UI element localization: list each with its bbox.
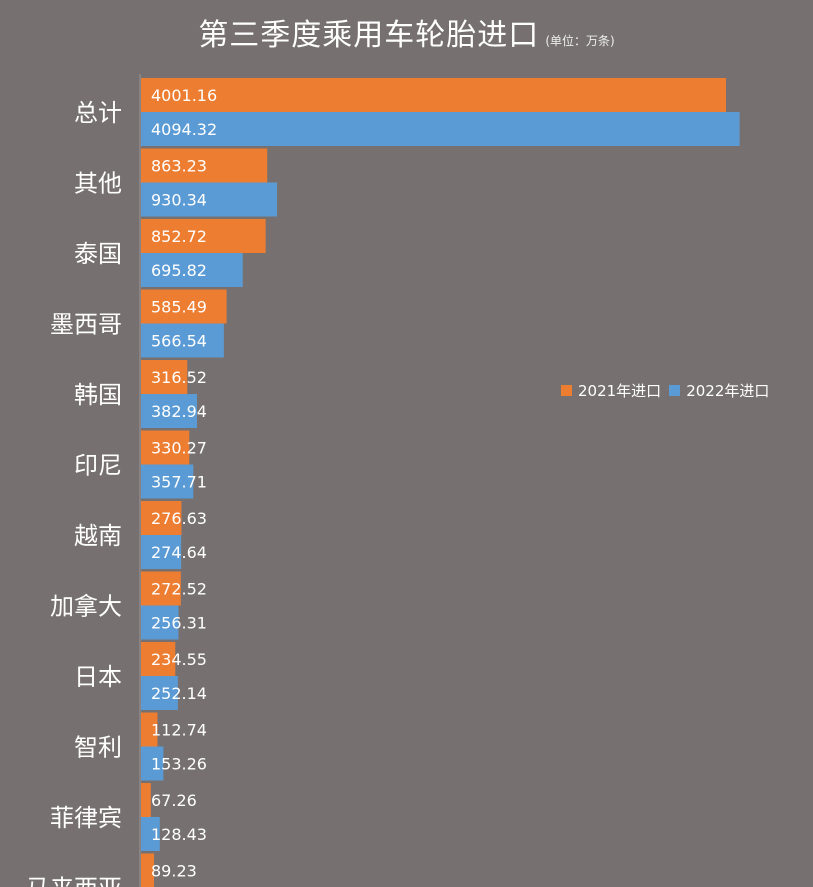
legend-label-2022: 2022年进口 <box>686 382 770 400</box>
category-label: 菲律宾 <box>50 804 122 832</box>
bar-2021 <box>141 712 158 747</box>
chart-unit: (单位：万条) <box>545 34 615 48</box>
data-label: 695.82 <box>151 261 207 280</box>
category-label: 韩国 <box>74 381 122 409</box>
data-label: 585.49 <box>151 298 207 317</box>
bar-2022 <box>141 817 160 851</box>
bar-2021 <box>141 219 266 253</box>
bar-2021 <box>141 360 188 394</box>
data-label: 89.23 <box>151 862 197 881</box>
category-label: 泰国 <box>74 240 122 268</box>
bar-2022 <box>141 394 197 428</box>
bar-2021 <box>141 571 181 606</box>
data-label: 153.26 <box>151 755 207 774</box>
category-label: 印尼 <box>74 452 122 480</box>
bar-2021 <box>141 783 151 817</box>
bar-2022 <box>141 605 179 640</box>
bar-2022 <box>141 464 194 499</box>
category-label: 总计 <box>74 99 122 127</box>
legend-item-2022: 2022年进口 <box>669 380 769 401</box>
data-label: 67.26 <box>151 791 197 810</box>
data-label: 330.27 <box>151 439 207 458</box>
data-label: 274.64 <box>151 543 207 562</box>
bar-2021 <box>141 501 182 535</box>
data-label: 316.52 <box>151 368 207 387</box>
data-label: 382.94 <box>151 402 207 421</box>
category-label: 其他 <box>74 170 122 198</box>
category-label: 日本 <box>74 663 122 691</box>
legend-item-2021: 2021年进口 <box>561 380 661 401</box>
category-label: 智利 <box>74 734 122 762</box>
bar-2022 <box>141 323 224 358</box>
data-label: 272.52 <box>151 580 207 599</box>
legend-label-2021: 2021年进口 <box>578 382 662 400</box>
data-label: 863.23 <box>151 157 207 176</box>
data-label: 4001.16 <box>151 86 217 105</box>
category-label: 越南 <box>74 522 122 550</box>
bar-2021 <box>141 430 190 465</box>
bar-2021 <box>141 642 176 676</box>
bar-2021 <box>141 78 726 112</box>
data-label: 128.43 <box>151 825 207 844</box>
bar-2022 <box>141 535 182 569</box>
bar-2022 <box>141 746 164 781</box>
category-label: 马来西亚 <box>26 875 122 887</box>
data-label: 256.31 <box>151 614 207 633</box>
bar-2021 <box>141 289 227 324</box>
bar-2021 <box>141 853 155 887</box>
data-label: 234.55 <box>151 650 207 669</box>
bar-2022 <box>141 253 243 287</box>
legend-swatch-2022 <box>669 385 681 396</box>
data-label: 112.74 <box>151 721 207 740</box>
data-label: 357.71 <box>151 473 207 492</box>
chart-title-block: 第三季度乘用车轮胎进口 (单位：万条) <box>0 10 813 54</box>
chart-title: 第三季度乘用车轮胎进口 <box>198 18 540 53</box>
category-label: 加拿大 <box>50 593 122 621</box>
data-label: 4094.32 <box>151 120 217 139</box>
data-label: 930.34 <box>151 191 207 210</box>
data-label: 566.54 <box>151 332 207 351</box>
data-label: 252.14 <box>151 684 207 703</box>
legend-swatch-2021 <box>561 385 572 396</box>
category-label: 墨西哥 <box>50 311 122 339</box>
chart-legend: 2021年进口 2022年进口 <box>561 380 777 401</box>
data-label: 852.72 <box>151 227 207 246</box>
bar-2022 <box>141 676 178 710</box>
bar-2022 <box>141 182 278 217</box>
bar-2022 <box>141 112 740 146</box>
bar-2021 <box>141 148 268 183</box>
data-label: 276.63 <box>151 509 207 528</box>
